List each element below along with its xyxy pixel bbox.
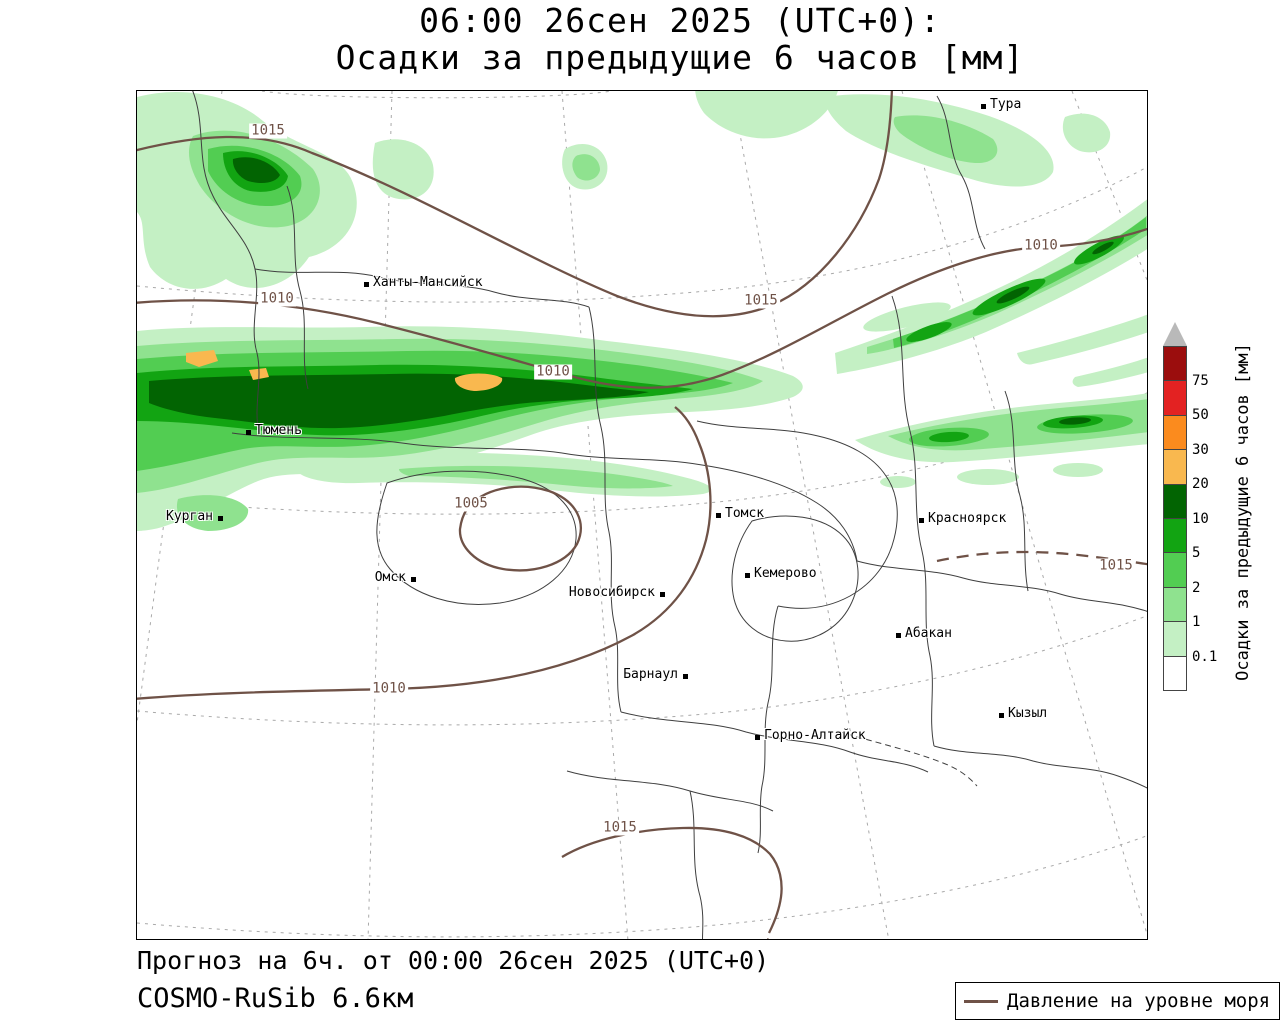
isobar-label: 1010 xyxy=(370,680,408,697)
isobars xyxy=(137,91,1147,939)
colorbar-band-30-50 xyxy=(1164,414,1186,450)
title-line2: Осадки за предыдущие 6 часов [мм] xyxy=(335,38,1025,77)
isobar-label: 1010 xyxy=(534,363,572,380)
city-dot-icon xyxy=(660,592,665,597)
city-label: Горно-Алтайск xyxy=(764,728,866,743)
city-label: Абакан xyxy=(905,626,952,641)
city-dot-icon xyxy=(896,633,901,638)
colorbar-band-20-30 xyxy=(1164,449,1186,484)
city-dot-icon xyxy=(716,513,721,518)
isobar-label: 1010 xyxy=(1022,237,1060,254)
colorbar-band-1-2 xyxy=(1164,586,1186,622)
isobar-label: 1015 xyxy=(601,819,639,836)
city-label: Тура xyxy=(990,97,1022,112)
isobar-label: 1005 xyxy=(452,495,490,512)
isobar-label: 1015 xyxy=(249,122,287,139)
colorbar-band-50-75 xyxy=(1164,380,1186,415)
pressure-legend-label: Давление на уровне моря xyxy=(1007,990,1271,1012)
colorbar-band-2-5 xyxy=(1164,552,1186,587)
city-dot-icon xyxy=(755,735,760,740)
colorbar-band-75+ xyxy=(1164,347,1186,381)
map-area: Тура Ханты-Мансийск Тюмень Курган Омск Томск Н… xyxy=(136,90,1148,940)
forecast-info: Прогноз на 6ч. от 00:00 26сен 2025 (UTC+… xyxy=(137,946,770,975)
colorbar-arrow-icon xyxy=(1163,322,1187,346)
colorbar-tick: 20 xyxy=(1192,476,1209,492)
city-label: Кызыл xyxy=(1008,706,1048,721)
title-line1: 06:00 26сен 2025 (UTC+0): xyxy=(419,1,941,40)
city-dot-icon xyxy=(919,518,924,523)
colorbar-tick: 10 xyxy=(1192,510,1209,527)
city-dot-icon xyxy=(981,104,986,109)
region-borders xyxy=(192,91,1147,939)
isobar-label: 1010 xyxy=(258,290,296,307)
colorbar-bands xyxy=(1163,346,1187,691)
isobar-label: 1015 xyxy=(742,292,780,309)
colorbar-title: Осадки за предыдущие 6 часов [мм] xyxy=(1233,343,1253,681)
pressure-legend: Давление на уровне моря xyxy=(955,982,1280,1020)
city-dot-icon xyxy=(218,516,223,521)
city-label: Барнаул xyxy=(623,667,678,682)
city-dot-icon xyxy=(745,573,750,578)
colorbar xyxy=(1163,322,1187,691)
city-label: Кемерово xyxy=(754,566,817,581)
model-info: COSMO-RuSib 6.6км xyxy=(137,983,414,1014)
colorbar-tick: 2 xyxy=(1192,579,1201,596)
colorbar-band-10-20 xyxy=(1164,483,1186,519)
colorbar-tick: 75 xyxy=(1192,372,1209,389)
colorbar-tick: 30 xyxy=(1192,441,1209,458)
city-label: Красноярск xyxy=(928,511,1007,526)
colorbar-band-0.1-1 xyxy=(1164,621,1186,656)
map-svg xyxy=(137,91,1147,939)
city-label: Ханты-Мансийск xyxy=(373,275,483,290)
city-dot-icon xyxy=(364,282,369,287)
city-label: Курган xyxy=(166,509,213,524)
graticule xyxy=(137,91,1147,939)
city-dot-icon xyxy=(246,430,251,435)
city-dot-icon xyxy=(411,577,416,582)
city-label: Омск xyxy=(374,570,406,585)
precipitation-areas xyxy=(137,91,1147,531)
city-label: Тюмень xyxy=(255,423,302,438)
city-dot-icon xyxy=(683,674,688,679)
colorbar-tick: 1 xyxy=(1192,614,1201,630)
pressure-line-sample xyxy=(964,999,998,1003)
city-label: Новосибирск xyxy=(568,585,655,600)
colorbar-ticks: 75 50 30 20 10 5 2 1 0.1 xyxy=(1192,346,1236,691)
city-dot-icon xyxy=(999,713,1004,718)
map-overlay: Тура Ханты-Мансийск Тюмень Курган Омск Томск Н… xyxy=(137,91,1147,939)
isobar-label: 1015 xyxy=(1097,557,1135,574)
precip-level-10 xyxy=(149,157,1114,429)
colorbar-band-5-10 xyxy=(1164,518,1186,553)
city-label: Томск xyxy=(725,506,765,521)
colorbar-tick: 5 xyxy=(1192,545,1201,561)
colorbar-tick: 50 xyxy=(1192,407,1209,423)
colorbar-tick: 0.1 xyxy=(1192,648,1218,665)
page-title: 06:00 26сен 2025 (UTC+0): Осадки за пред… xyxy=(80,2,1280,76)
colorbar-band-0-0.1 xyxy=(1164,655,1186,691)
precip-level-20 xyxy=(186,350,503,391)
